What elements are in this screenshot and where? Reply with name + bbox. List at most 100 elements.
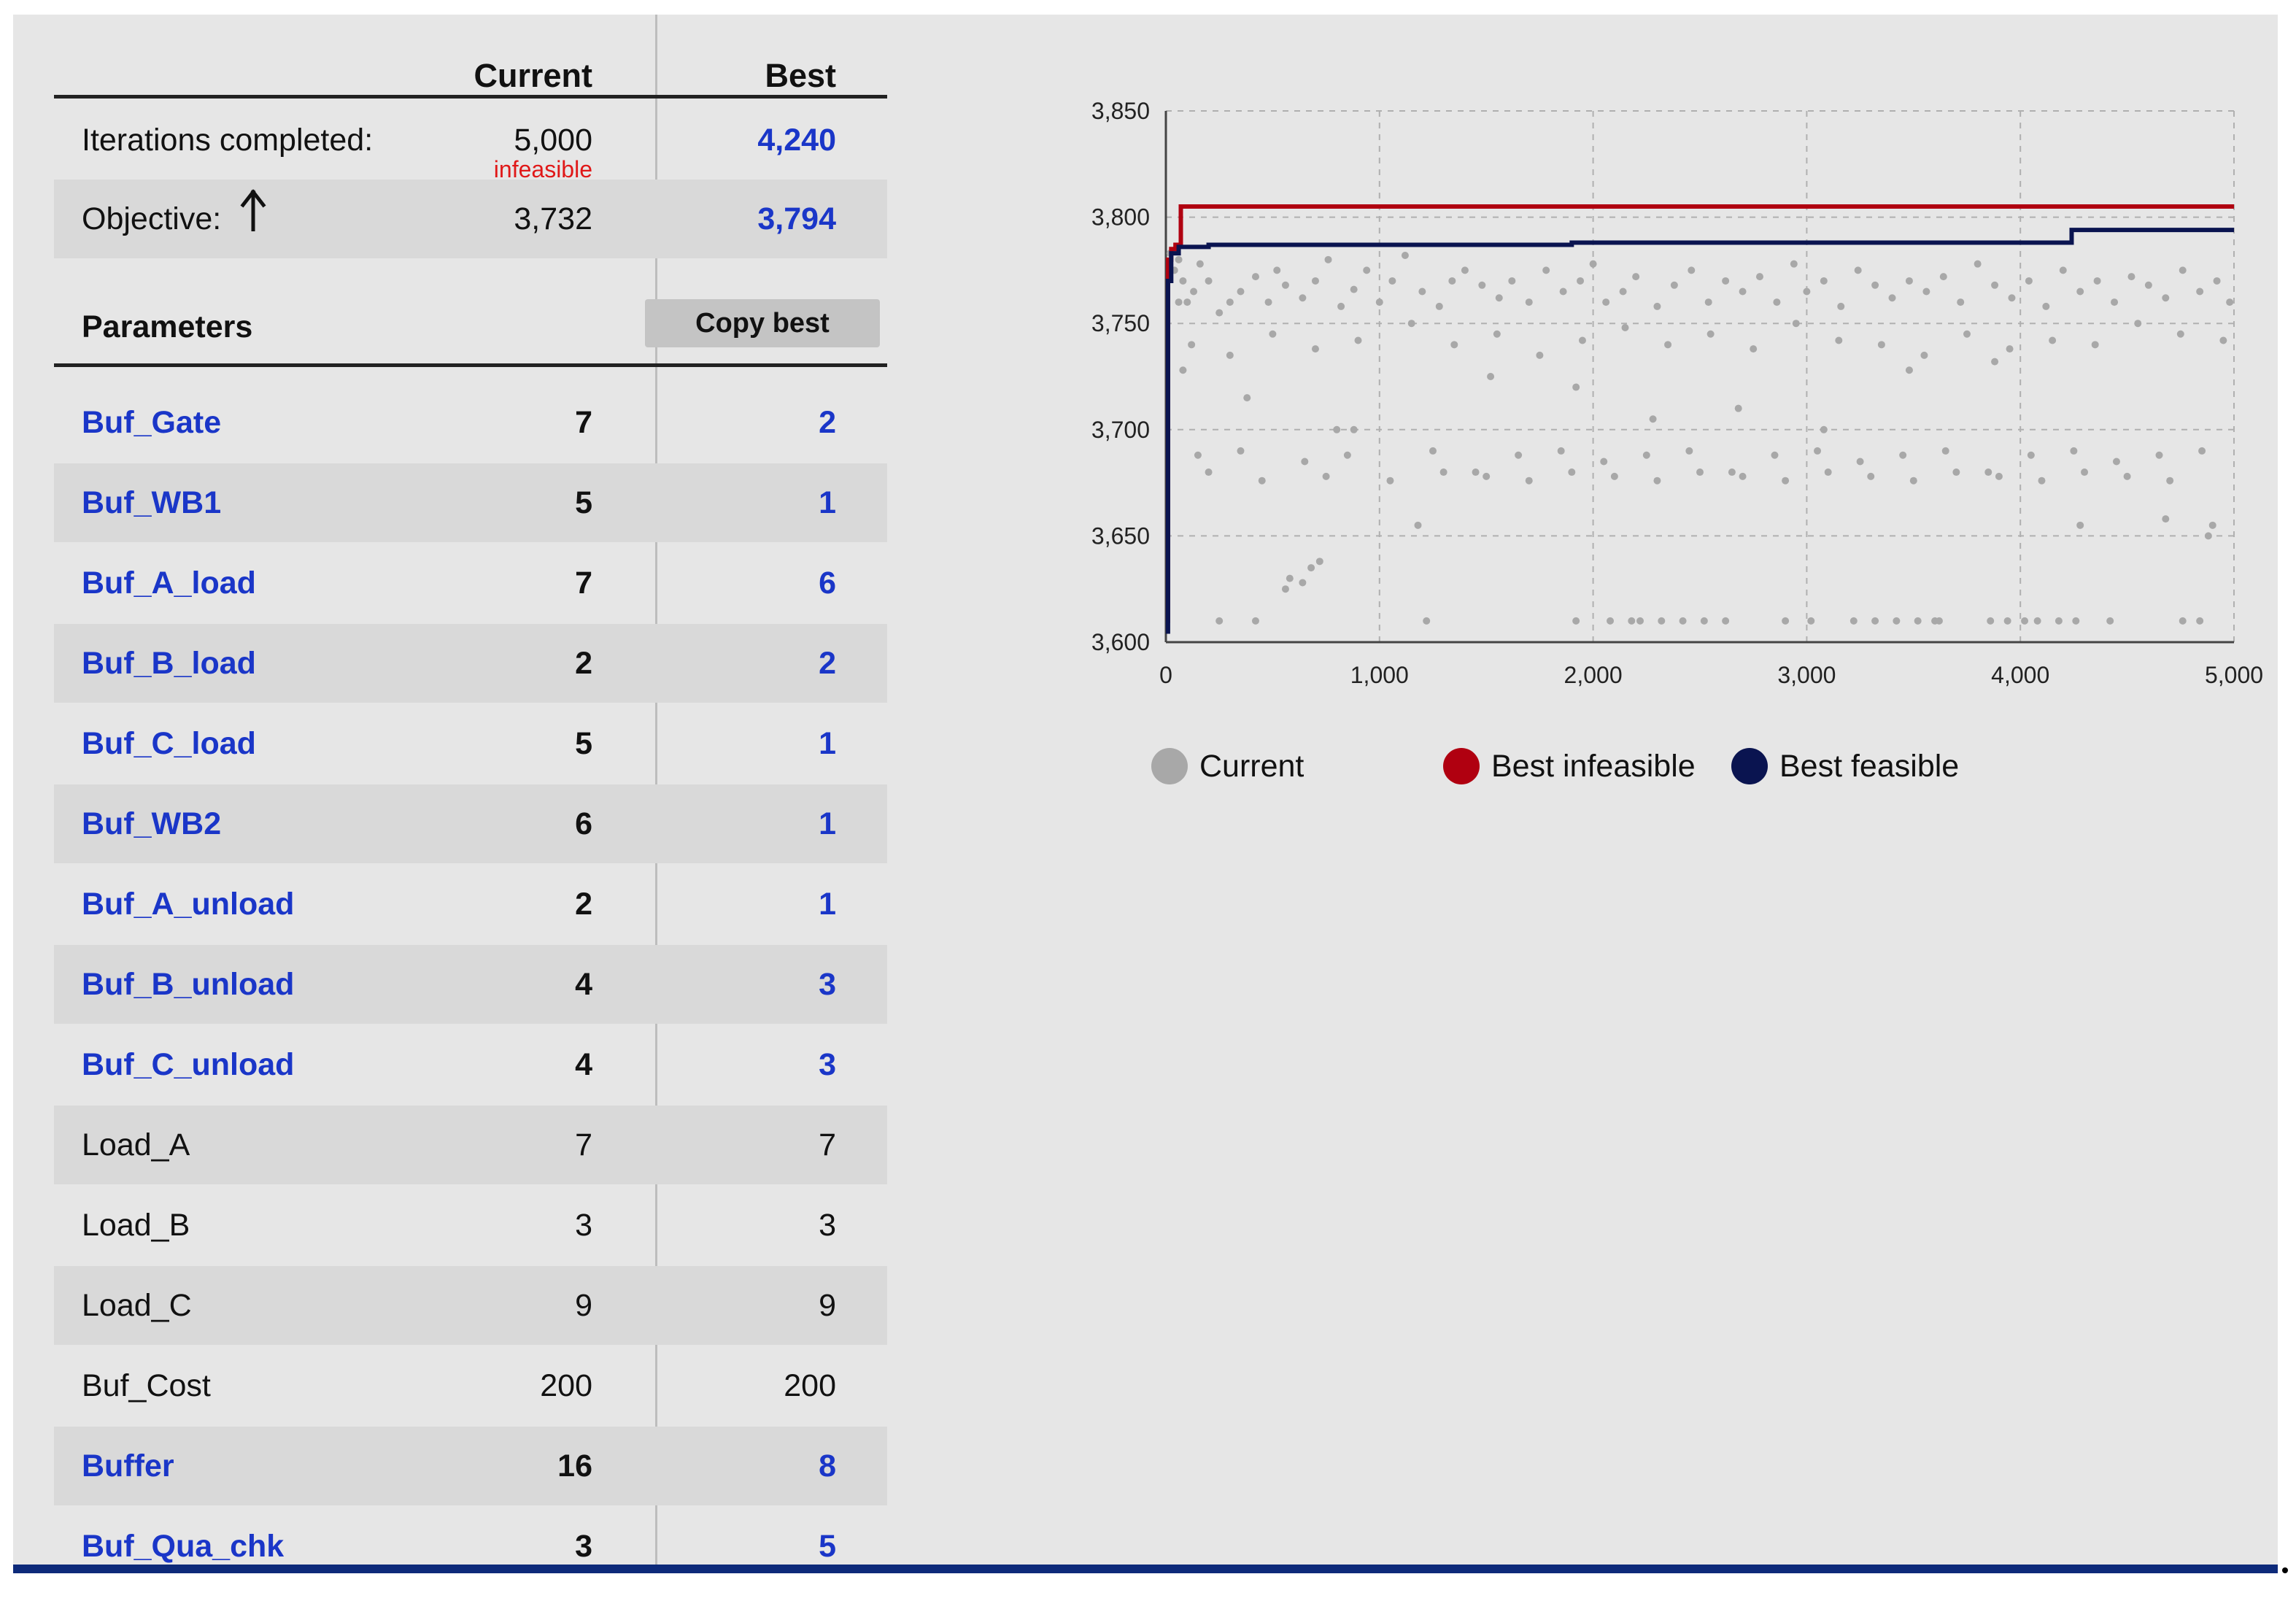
current-point bbox=[1578, 336, 1586, 344]
current-point bbox=[2179, 266, 2187, 274]
current-point bbox=[1251, 273, 1259, 281]
param-best-value: 7 bbox=[819, 1127, 836, 1162]
param-best-value: 2 bbox=[819, 405, 836, 440]
objective-row: Objective: 3,732 3,794 bbox=[54, 180, 887, 258]
param-best-value: 2 bbox=[819, 646, 836, 681]
current-point bbox=[1696, 468, 1704, 477]
current-point bbox=[1243, 394, 1251, 402]
param-best-value: 3 bbox=[819, 1208, 836, 1243]
current-point bbox=[1205, 468, 1213, 477]
current-point bbox=[2213, 277, 2221, 285]
current-point bbox=[1856, 458, 1864, 466]
corner-dot bbox=[2282, 1567, 2288, 1573]
bottom-bar bbox=[13, 1565, 2278, 1573]
current-point bbox=[2091, 341, 2099, 349]
copy-best-button[interactable]: Copy best bbox=[645, 299, 880, 347]
current-point bbox=[2162, 294, 2170, 302]
current-point bbox=[1188, 341, 1196, 349]
infeasible-status: infeasible bbox=[493, 156, 592, 182]
param-link[interactable]: Buf_B_load bbox=[82, 646, 256, 681]
current-point bbox=[1619, 288, 1627, 296]
current-point bbox=[1226, 298, 1234, 306]
current-point bbox=[1525, 298, 1533, 306]
current-point bbox=[1922, 288, 1930, 296]
current-point bbox=[1909, 477, 1917, 485]
current-point bbox=[1750, 345, 1758, 353]
current-point bbox=[1205, 277, 1213, 285]
current-point bbox=[1679, 617, 1687, 625]
objective-current: 3,732 bbox=[514, 201, 592, 236]
current-point bbox=[1621, 324, 1629, 332]
current-point bbox=[1893, 617, 1901, 625]
param-current-value: 3 bbox=[575, 1529, 592, 1564]
best-feasible-line bbox=[1165, 228, 2234, 634]
current-point bbox=[1952, 468, 1960, 477]
current-point bbox=[1867, 472, 1875, 480]
plot-area bbox=[1166, 111, 2234, 642]
parameters-label: Parameters bbox=[82, 309, 253, 344]
current-point bbox=[1461, 266, 1469, 274]
param-current-value: 3 bbox=[575, 1208, 592, 1243]
current-point bbox=[2059, 266, 2067, 274]
current-point bbox=[1610, 472, 1618, 480]
current-point bbox=[1636, 617, 1644, 625]
current-point bbox=[2008, 294, 2016, 302]
current-point bbox=[1435, 302, 1443, 310]
param-current-value: 7 bbox=[575, 566, 592, 601]
current-point bbox=[2021, 617, 2029, 625]
param-best-value: 3 bbox=[819, 967, 836, 1002]
current-point bbox=[1386, 477, 1394, 485]
current-point bbox=[2081, 468, 2089, 477]
param-link[interactable]: Buf_B_unload bbox=[82, 967, 295, 1002]
objective-chart: 0 1,000 2,000 3,000 4,000 5,000 3,600 3,650 3,70… bbox=[1091, 98, 2263, 688]
param-link[interactable]: Buf_A_unload bbox=[82, 887, 295, 922]
current-point bbox=[2176, 330, 2184, 338]
iterations-current: 5,000 bbox=[514, 123, 592, 158]
current-point bbox=[1542, 266, 1550, 274]
param-best-value: 8 bbox=[819, 1448, 836, 1484]
current-column-header: Current bbox=[473, 57, 592, 94]
legend-label: Current bbox=[1199, 749, 1304, 784]
current-point bbox=[2204, 532, 2212, 540]
param-current-value: 5 bbox=[575, 485, 592, 520]
current-point bbox=[2111, 298, 2119, 306]
current-point bbox=[1269, 330, 1277, 338]
param-row: Buf_B_unload 4 3 bbox=[54, 945, 887, 1024]
param-current-value: 5 bbox=[575, 726, 592, 761]
param-link[interactable]: Buf_C_unload bbox=[82, 1047, 295, 1082]
current-point bbox=[1837, 302, 1845, 310]
param-best-value: 3 bbox=[819, 1047, 836, 1082]
current-point bbox=[2144, 281, 2152, 289]
current-point bbox=[2198, 447, 2206, 455]
param-link[interactable]: Buf_Gate bbox=[82, 405, 222, 440]
current-point bbox=[2006, 345, 2014, 353]
current-point bbox=[1824, 468, 1832, 477]
current-point bbox=[2027, 451, 2035, 459]
param-link[interactable]: Buf_A_load bbox=[82, 566, 256, 601]
parameters-rule bbox=[54, 363, 887, 367]
param-label: Buf_Cost bbox=[82, 1368, 211, 1403]
current-point bbox=[1628, 617, 1636, 625]
current-point bbox=[1939, 273, 1947, 281]
best-column-header: Best bbox=[765, 57, 836, 94]
current-point bbox=[1653, 477, 1661, 485]
current-point bbox=[1190, 288, 1198, 296]
param-link[interactable]: Buf_Qua_chk bbox=[82, 1529, 285, 1564]
param-row: Load_C 9 9 bbox=[54, 1266, 887, 1345]
param-link[interactable]: Buf_WB2 bbox=[82, 806, 222, 841]
current-point bbox=[1739, 472, 1747, 480]
current-point bbox=[2106, 617, 2114, 625]
current-point bbox=[2093, 277, 2101, 285]
param-link[interactable]: Buf_WB1 bbox=[82, 485, 222, 520]
current-point bbox=[1495, 294, 1503, 302]
current-point bbox=[1281, 281, 1289, 289]
param-best-value: 6 bbox=[819, 566, 836, 601]
current-point bbox=[1820, 277, 1828, 285]
param-current-value: 200 bbox=[540, 1368, 592, 1403]
current-point bbox=[1322, 472, 1330, 480]
current-point bbox=[1589, 260, 1597, 268]
param-link[interactable]: Buffer bbox=[82, 1448, 174, 1484]
param-row: Buf_C_unload 4 3 bbox=[54, 1025, 887, 1104]
param-link[interactable]: Buf_C_load bbox=[82, 726, 256, 761]
legend-item: Current bbox=[1151, 744, 1304, 788]
